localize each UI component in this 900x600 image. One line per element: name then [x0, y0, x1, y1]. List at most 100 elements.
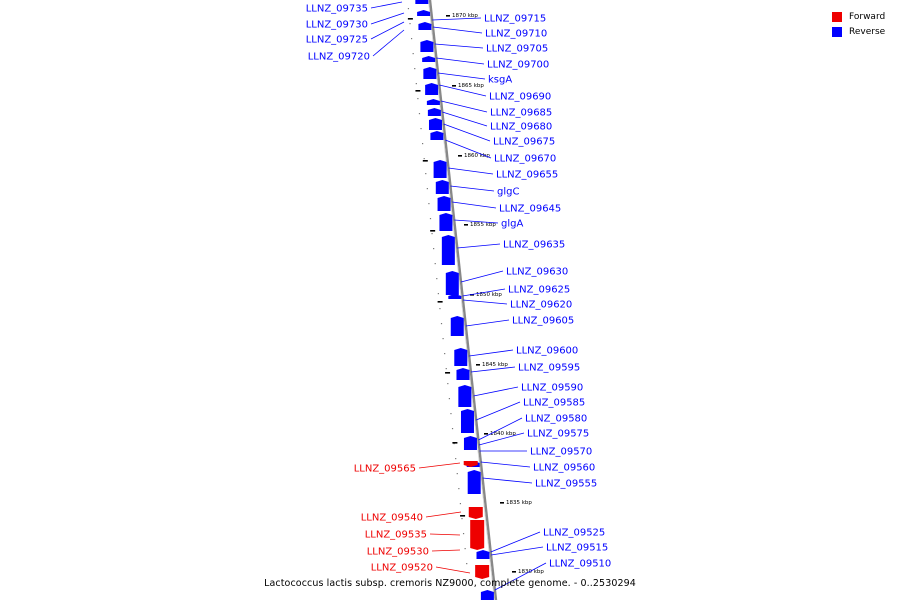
- gene-llnz_09710-leader: [432, 26, 483, 34]
- gene-llnz_09730-label: LLNZ_09730: [306, 20, 368, 31]
- gene-llnz_09590-leader: [473, 386, 519, 397]
- gene-llnz_09525-leader: [490, 531, 541, 553]
- reverse-gene-block: [463, 436, 477, 450]
- guide-dot: [423, 158, 425, 160]
- gene-llnz_09645-leader: [452, 201, 497, 209]
- gene-llnz_09670-leader: [445, 139, 492, 159]
- gene-llnz_09510-leader: [494, 562, 547, 591]
- map-caption: Lactococcus lactis subsp. cremoris NZ900…: [264, 578, 636, 589]
- gene-llnz_09565-label: LLNZ_09565: [354, 464, 416, 475]
- ruler-tick: [458, 155, 462, 157]
- ruler-tick: [512, 571, 516, 573]
- guide-dot: [418, 113, 421, 115]
- gene-llnz_09685-leader: [441, 100, 488, 113]
- gene-llnz_09700-label: LLNZ_09700: [487, 60, 549, 71]
- gene-llnz_09620-label: LLNZ_09620: [510, 300, 572, 311]
- guide-dot: [442, 338, 444, 340]
- ruler-tick-label: 1845 kbp: [482, 362, 508, 368]
- ruler-tick-label: 1860 kbp: [464, 153, 490, 159]
- reverse-swatch-icon: [832, 26, 842, 37]
- legend-label-reverse: Reverse: [849, 26, 886, 37]
- gene-ksga-leader: [437, 72, 486, 80]
- gene-llnz_09715-leader: [432, 17, 482, 21]
- gene-llnz_09575-label: LLNZ_09575: [527, 429, 589, 440]
- reverse-gene-block: [445, 271, 459, 295]
- gene-llnz_09525-label: LLNZ_09525: [543, 528, 605, 539]
- gene-llnz_09560-leader: [480, 461, 531, 468]
- gene-llnz_09555-label: LLNZ_09555: [535, 479, 597, 490]
- reverse-gene-block: [423, 67, 437, 79]
- gene-llnz_09535-label: LLNZ_09535: [365, 530, 427, 541]
- reverse-gene-block: [418, 22, 432, 30]
- ruler-tick-label: 1855 kbp: [470, 222, 496, 228]
- ruler-tick: [452, 85, 456, 87]
- forward-gene-block: [463, 461, 478, 467]
- ruler-tick: [484, 433, 488, 435]
- guide-dot: [459, 503, 462, 505]
- reverse-gene-block: [426, 99, 440, 105]
- gene-llnz_09690-leader: [439, 84, 487, 97]
- gene-llnz_09725-leader: [370, 21, 405, 40]
- gene-llnz_09720-label: LLNZ_09720: [308, 52, 370, 63]
- gene-llnz_09635-label: LLNZ_09635: [503, 240, 565, 251]
- gene-llnz_09540-leader: [425, 511, 462, 518]
- gene-llnz_09585-label: LLNZ_09585: [523, 398, 585, 409]
- guide-dot: [417, 98, 419, 100]
- guide-dot: [451, 428, 454, 430]
- gene-llnz_09595-leader: [470, 366, 516, 373]
- guide-dot: [455, 458, 457, 460]
- reverse-gene-block: [439, 213, 453, 231]
- gene-llnz_09655-label: LLNZ_09655: [496, 170, 558, 181]
- gene-llnz_09565-leader: [418, 462, 461, 469]
- reverse-gene-block: [480, 590, 494, 600]
- guide-dash: [422, 160, 428, 162]
- forward-gene-block: [470, 520, 485, 550]
- ruler-tick-label: 1870 kbp: [452, 13, 478, 19]
- gene-llnz_09600-label: LLNZ_09600: [516, 346, 578, 357]
- legend-item-reverse: Reverse: [832, 24, 892, 39]
- gene-llnz_09700-leader: [436, 57, 485, 65]
- guide-dash: [460, 515, 466, 517]
- gene-llnz_09710-label: LLNZ_09710: [485, 29, 547, 40]
- guide-dot: [420, 128, 422, 130]
- gene-llnz_09680-leader: [442, 111, 488, 127]
- guide-dash: [415, 90, 421, 92]
- guide-dot: [464, 548, 466, 550]
- gene-llnz_09580-label: LLNZ_09580: [525, 414, 587, 425]
- gene-llnz_09605-label: LLNZ_09605: [512, 316, 574, 327]
- guide-dash: [445, 372, 451, 374]
- gene-llnz_09530-label: LLNZ_09530: [367, 547, 429, 558]
- gene-llnz_09520-label: LLNZ_09520: [371, 563, 433, 574]
- guide-dot: [466, 563, 468, 565]
- guide-dot: [407, 8, 410, 10]
- guide-dot: [431, 233, 433, 235]
- guide-dot: [445, 368, 447, 370]
- reverse-gene-block: [428, 118, 442, 130]
- gene-llnz_09535-leader: [429, 533, 461, 536]
- gene-llnz_09515-leader: [490, 546, 544, 556]
- gene-glga-leader: [454, 219, 499, 224]
- ruler-tick: [464, 224, 468, 226]
- gene-llnz_09575-leader: [478, 432, 525, 446]
- gene-llnz_09705-label: LLNZ_09705: [486, 44, 548, 55]
- reverse-gene-block: [433, 160, 447, 178]
- guide-dot: [439, 308, 441, 310]
- guide-dot: [436, 278, 438, 280]
- guide-dot: [448, 398, 450, 400]
- guide-dot: [415, 83, 417, 85]
- gene-glgc-label: glgC: [497, 187, 519, 198]
- gene-llnz_09510-label: LLNZ_09510: [549, 559, 611, 570]
- guide-dot: [412, 53, 414, 55]
- gene-llnz_09720-leader: [372, 29, 405, 57]
- gene-llnz_09570-label: LLNZ_09570: [530, 447, 592, 458]
- reverse-gene-block: [425, 83, 439, 95]
- reverse-gene-block: [467, 470, 481, 494]
- gene-ksga-label: ksgA: [488, 75, 512, 86]
- gene-llnz_09715-label: LLNZ_09715: [484, 14, 546, 25]
- gene-llnz_09585-leader: [476, 401, 521, 421]
- reverse-gene-block: [430, 131, 444, 140]
- guide-dot: [433, 248, 435, 250]
- guide-dot: [458, 488, 460, 490]
